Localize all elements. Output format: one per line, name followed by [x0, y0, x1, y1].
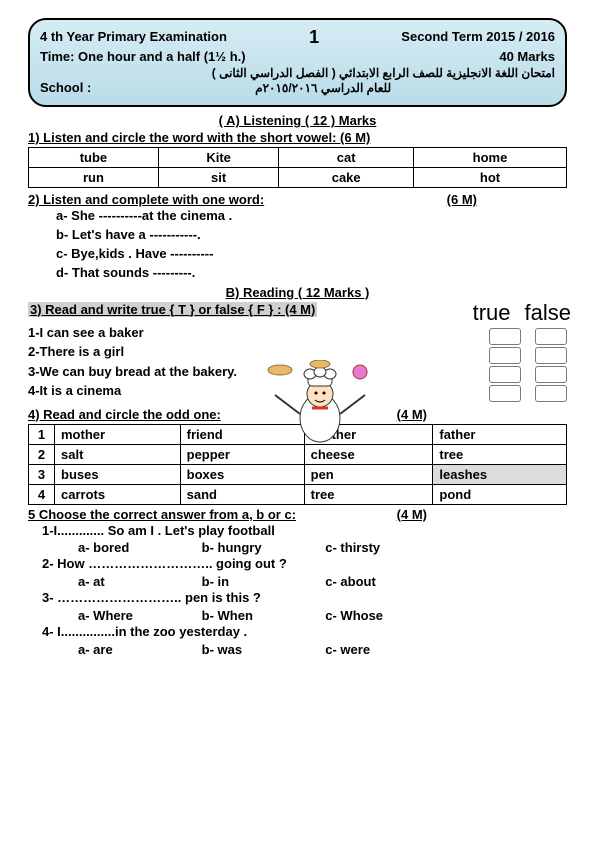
- school-label: School :: [40, 80, 91, 97]
- cell: hot: [413, 168, 566, 188]
- row-num: 2: [29, 444, 55, 464]
- opt-b: b- was: [202, 642, 322, 657]
- row-num: 1: [29, 424, 55, 444]
- table-row: 3 buses boxes pen leashes: [29, 464, 567, 484]
- table-row: run sit cake hot: [29, 168, 567, 188]
- q5-1-opts: a- bored b- hungry c- thirsty: [78, 540, 567, 555]
- q5-marks: (4 M): [397, 507, 427, 522]
- cell: run: [29, 168, 159, 188]
- cell: Kite: [158, 148, 279, 168]
- q5-3-opts: a- Where b- When c- Whose: [78, 608, 567, 623]
- q4-title: 4) Read and circle the odd one:: [28, 407, 221, 422]
- cell: carrots: [55, 484, 181, 504]
- table-row: tube Kite cat home: [29, 148, 567, 168]
- section-a-title: ( A) Listening ( 12 ) Marks: [28, 113, 567, 128]
- opt-c: c- thirsty: [325, 540, 445, 555]
- opt-a: a- Where: [78, 608, 198, 623]
- cell: buses: [55, 464, 181, 484]
- cell: sit: [158, 168, 279, 188]
- true-box-4[interactable]: [489, 385, 521, 402]
- false-box-4[interactable]: [535, 385, 567, 402]
- cell: tree: [433, 444, 567, 464]
- header-arabic-2: للعام الدراسي ٢٠١٥/٢٠١٦م: [91, 81, 555, 97]
- true-box-1[interactable]: [489, 328, 521, 345]
- q5-3-stem: 3- ……………………….. pen is this ?: [42, 589, 567, 608]
- header-marks: 40 Marks: [499, 49, 555, 66]
- cell: boxes: [180, 464, 304, 484]
- opt-a: a- at: [78, 574, 198, 589]
- true-box-3[interactable]: [489, 366, 521, 383]
- section-b-title: B) Reading ( 12 Marks ): [28, 285, 567, 300]
- q5-title: 5 Choose the correct answer from a, b or…: [28, 507, 296, 522]
- q2-c: c- Bye,kids . Have ----------: [56, 245, 567, 264]
- header-time: Time: One hour and a half (1½ h.): [40, 49, 246, 66]
- exam-header: 4 th Year Primary Examination 1 Second T…: [28, 18, 567, 107]
- cell: tube: [29, 148, 159, 168]
- baker-illustration: [260, 360, 380, 450]
- q3-stmt-2: 2-There is a girl: [28, 342, 567, 362]
- true-box-2[interactable]: [489, 347, 521, 364]
- q5-2-opts: a- at b- in c- about: [78, 574, 567, 589]
- page-number: 1: [309, 26, 319, 49]
- cell: pen: [304, 464, 433, 484]
- q2-b: b- Let's have a -----------.: [56, 226, 567, 245]
- opt-c: c- Whose: [325, 608, 445, 623]
- header-arabic-1: امتحان اللغة الانجليزية للصف الرابع الاب…: [40, 66, 555, 80]
- cell: home: [413, 148, 566, 168]
- q2-title: 2) Listen and complete with one word:: [28, 192, 264, 207]
- true-false-headers: true false: [473, 300, 571, 326]
- false-label: false: [525, 300, 571, 326]
- cell: father: [433, 424, 567, 444]
- cell: leashes: [433, 464, 567, 484]
- false-box-2[interactable]: [535, 347, 567, 364]
- q2-marks: (6 M): [447, 192, 477, 207]
- true-false-boxes: [489, 328, 567, 402]
- cell: mother: [55, 424, 181, 444]
- q5-4-stem: 4- I...............in the zoo yesterday …: [42, 623, 567, 642]
- false-box-3[interactable]: [535, 366, 567, 383]
- cell: sand: [180, 484, 304, 504]
- q5-4-opts: a- are b- was c- were: [78, 642, 567, 657]
- q1-title: 1) Listen and circle the word with the s…: [28, 130, 567, 145]
- cell: tree: [304, 484, 433, 504]
- opt-a: a- bored: [78, 540, 198, 555]
- cell: salt: [55, 444, 181, 464]
- opt-a: a- are: [78, 642, 198, 657]
- opt-c: c- about: [325, 574, 445, 589]
- true-label: true: [473, 300, 511, 326]
- q5-1-stem: 1-I............. So am I . Let's play fo…: [42, 522, 567, 541]
- q3-title: 3) Read and write true { T } or false { …: [28, 302, 317, 317]
- opt-b: b- in: [202, 574, 322, 589]
- row-num: 3: [29, 464, 55, 484]
- header-right-1: Second Term 2015 / 2016: [401, 29, 555, 46]
- q2-a: a- She ----------at the cinema .: [56, 207, 567, 226]
- opt-c: c- were: [325, 642, 445, 657]
- q5-2-stem: 2- How ……………………….. going out ?: [42, 555, 567, 574]
- exam-page: 4 th Year Primary Examination 1 Second T…: [0, 0, 595, 842]
- false-box-1[interactable]: [535, 328, 567, 345]
- q1-table: tube Kite cat home run sit cake hot: [28, 147, 567, 188]
- header-left-1: 4 th Year Primary Examination: [40, 29, 227, 46]
- cell: cake: [279, 168, 414, 188]
- table-row: 4 carrots sand tree pond: [29, 484, 567, 504]
- q2-d: d- That sounds ---------.: [56, 264, 567, 283]
- cell: cat: [279, 148, 414, 168]
- opt-b: b- When: [202, 608, 322, 623]
- cell: pond: [433, 484, 567, 504]
- opt-b: b- hungry: [202, 540, 322, 555]
- row-num: 4: [29, 484, 55, 504]
- q4-marks: (4 M): [397, 407, 427, 422]
